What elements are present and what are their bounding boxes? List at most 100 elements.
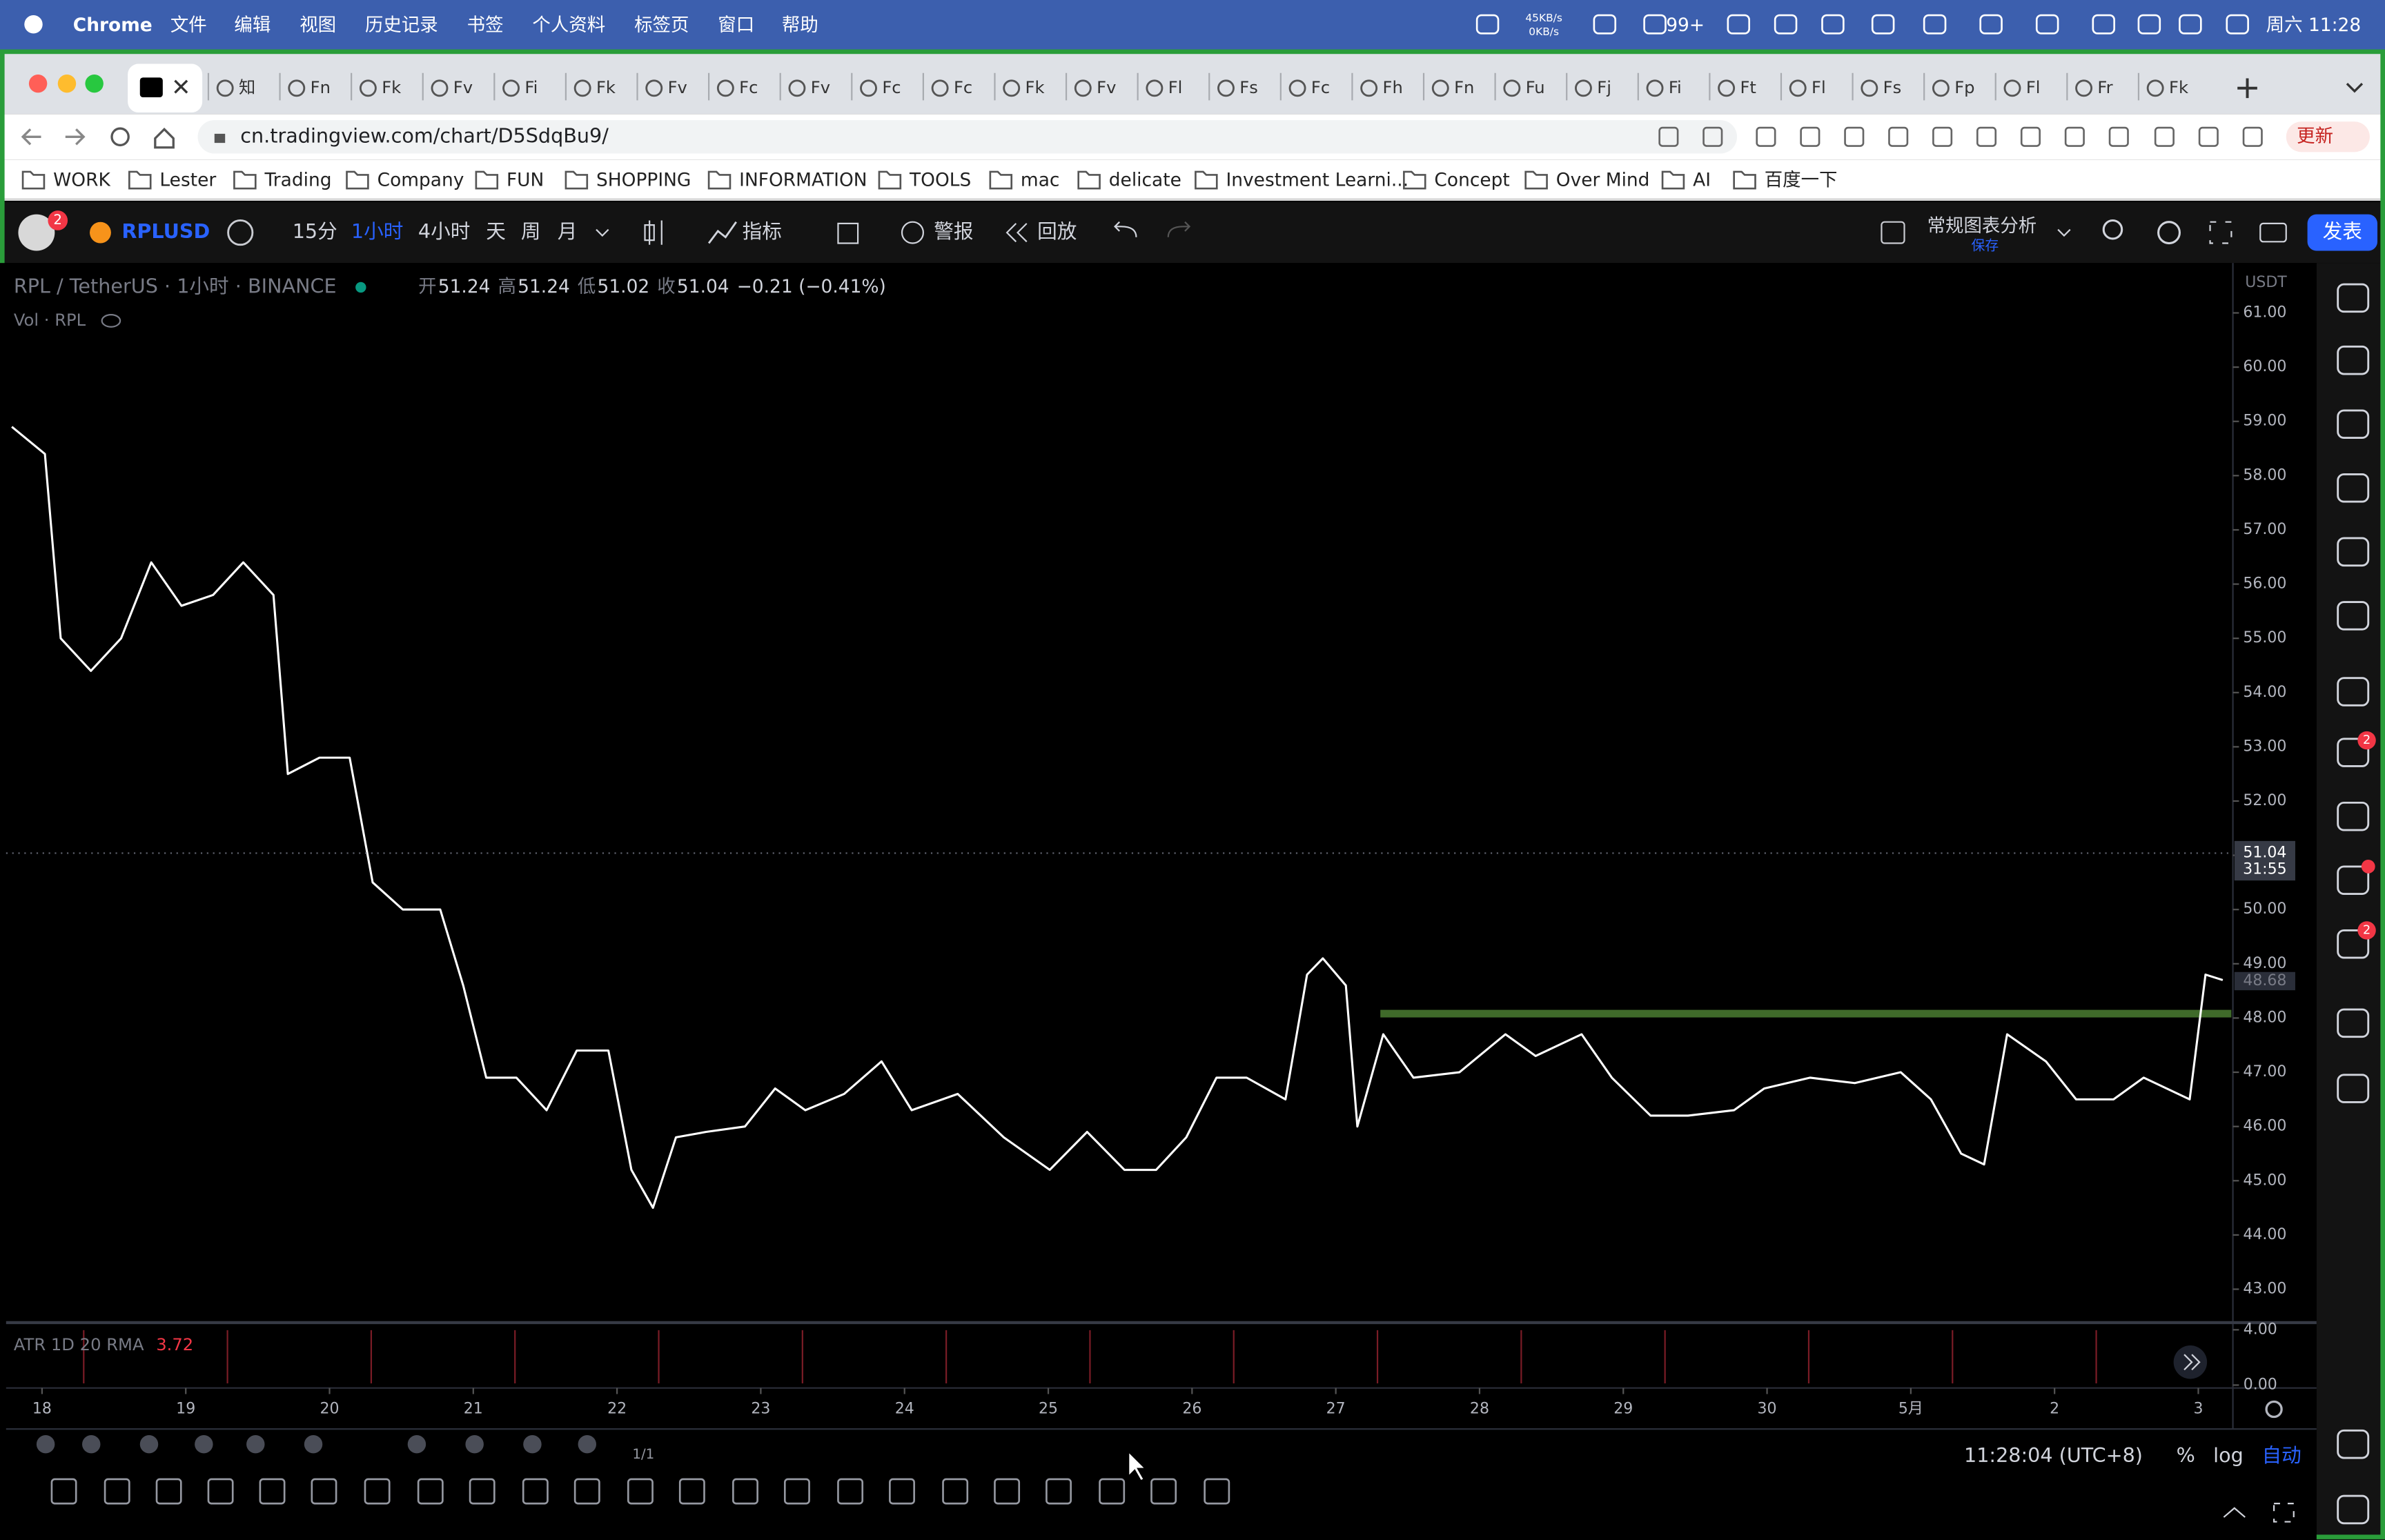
sidebar-icon[interactable] xyxy=(2337,677,2370,707)
favorite-tool[interactable] xyxy=(578,1434,596,1454)
extension-icon[interactable] xyxy=(2064,126,2085,147)
redo-icon[interactable] xyxy=(1167,221,1191,237)
bookmark[interactable]: Company xyxy=(377,170,464,191)
tab-title[interactable]: Fh xyxy=(1383,77,1403,97)
reload-button[interactable] xyxy=(110,127,130,147)
tab-title[interactable]: Fs xyxy=(1883,77,1902,97)
percent-toggle[interactable]: % xyxy=(2177,1443,2195,1467)
scroll-right-button[interactable] xyxy=(2173,1345,2208,1379)
menu-app[interactable]: Chrome xyxy=(73,14,153,36)
snapshot-icon[interactable] xyxy=(2259,222,2287,243)
tab-title[interactable]: Fl xyxy=(2026,77,2041,97)
tab-title[interactable]: Fn xyxy=(311,77,331,97)
sidebar-icon[interactable] xyxy=(2337,1074,2370,1103)
bookmark[interactable]: FUN xyxy=(507,170,544,191)
drawing-tool[interactable] xyxy=(1046,1478,1072,1505)
indicators[interactable]: 指标 xyxy=(743,219,782,243)
status-icon[interactable] xyxy=(1475,14,1500,34)
tab-title[interactable]: Fk xyxy=(1025,77,1045,97)
sidebar-icon[interactable] xyxy=(2337,865,2370,896)
bookmark[interactable]: SHOPPING xyxy=(596,170,691,191)
sidebar-icon[interactable] xyxy=(2337,283,2370,313)
tab-title[interactable]: Fi xyxy=(524,77,538,97)
interval[interactable]: 15分 xyxy=(293,219,337,243)
tab-title[interactable]: Fc xyxy=(1311,77,1330,97)
drawing-tool[interactable] xyxy=(259,1478,286,1505)
extension-icon[interactable] xyxy=(2198,126,2219,147)
fullscreen-icon[interactable] xyxy=(2209,221,2232,244)
bookmark[interactable]: WORK xyxy=(53,170,110,191)
update-label[interactable]: 更新 xyxy=(2297,126,2333,147)
status-icon[interactable] xyxy=(1979,14,2003,34)
sidebar-icon[interactable] xyxy=(2337,1429,2370,1459)
drawing-tool[interactable] xyxy=(942,1478,969,1505)
status-icon[interactable] xyxy=(1727,14,1751,34)
templates-icon[interactable] xyxy=(837,222,859,244)
interval[interactable]: 天 xyxy=(486,219,506,243)
publish[interactable]: 发表 xyxy=(2323,219,2362,243)
sidebar-icon[interactable] xyxy=(2337,537,2370,567)
favorite-tool[interactable] xyxy=(407,1434,426,1454)
menu-item[interactable]: 帮助 xyxy=(782,14,818,36)
bookmark[interactable]: AI xyxy=(1693,170,1711,191)
sidebar-icon[interactable] xyxy=(2337,473,2370,503)
status-icon[interactable] xyxy=(2035,14,2059,34)
menu-item[interactable]: 历史记录 xyxy=(365,14,438,36)
tab-title[interactable]: Fp xyxy=(1954,77,1974,97)
bookmark[interactable]: Lester xyxy=(159,170,216,191)
bookmark[interactable]: Concept xyxy=(1434,170,1509,191)
tab-title[interactable]: Fr xyxy=(2097,77,2112,97)
sidebar-icon[interactable] xyxy=(2337,929,2370,959)
favorite-tool[interactable] xyxy=(523,1434,542,1454)
update-button[interactable] xyxy=(2286,121,2370,152)
omnibox[interactable] xyxy=(197,120,1738,154)
extension-icon[interactable] xyxy=(1976,126,1997,147)
favorite-tool[interactable] xyxy=(465,1434,484,1454)
layout-icon[interactable] xyxy=(1881,221,1905,244)
extension-icon[interactable] xyxy=(1844,126,1865,147)
close-button[interactable] xyxy=(28,74,48,93)
menu-item[interactable]: 视图 xyxy=(300,14,336,36)
tab-title[interactable]: Fk xyxy=(382,77,401,97)
tab-title[interactable]: Fv xyxy=(811,77,830,97)
tab-title[interactable]: Fv xyxy=(1097,77,1116,97)
tab-title[interactable]: 知 xyxy=(239,77,255,97)
chevron[interactable] xyxy=(596,228,609,237)
tab-title[interactable]: Fn xyxy=(1454,77,1474,97)
menu-item[interactable]: 窗口 xyxy=(718,14,754,36)
tab-title[interactable]: Fi xyxy=(1669,77,1682,97)
status-icon[interactable] xyxy=(2179,14,2202,34)
drawing-tool[interactable] xyxy=(732,1478,758,1505)
status-icon[interactable] xyxy=(1774,14,1798,34)
drawing-tool[interactable] xyxy=(678,1478,705,1505)
tab-title[interactable]: Fl xyxy=(1168,77,1183,97)
chevron[interactable] xyxy=(2057,228,2071,237)
drawing-tool[interactable] xyxy=(364,1478,391,1505)
menu-item[interactable]: 书签 xyxy=(467,14,504,36)
favorite-tool[interactable] xyxy=(195,1434,213,1454)
apple-logo[interactable] xyxy=(24,15,43,34)
back-button[interactable] xyxy=(21,128,41,146)
profile-logo[interactable] xyxy=(18,214,55,251)
visibility-icon[interactable] xyxy=(101,313,121,328)
search-icon[interactable] xyxy=(2102,219,2123,240)
status-icon[interactable] xyxy=(2092,14,2115,34)
bookmark[interactable]: Trading xyxy=(264,170,332,191)
drawing-tool[interactable] xyxy=(573,1478,600,1505)
drawing-tool[interactable] xyxy=(889,1478,915,1505)
status-icon[interactable] xyxy=(1593,14,1617,34)
sidebar-icon[interactable] xyxy=(2337,738,2370,767)
home-button[interactable] xyxy=(154,127,175,149)
extension-icon[interactable] xyxy=(2020,126,2041,147)
drawing-tool[interactable] xyxy=(994,1478,1021,1505)
interval[interactable]: 月 xyxy=(558,219,578,243)
drawing-tool[interactable] xyxy=(417,1478,444,1505)
sidebar-icon[interactable] xyxy=(2337,345,2370,375)
undo-icon[interactable] xyxy=(1114,221,1137,237)
maximize-icon[interactable] xyxy=(2273,1503,2295,1523)
menu-item[interactable]: 编辑 xyxy=(234,14,271,36)
sidebar-icon[interactable] xyxy=(2337,1494,2370,1525)
bookmark[interactable]: TOOLS xyxy=(909,170,971,191)
tab-title[interactable]: Fc xyxy=(739,77,758,97)
tab-title[interactable]: Fc xyxy=(882,77,901,97)
